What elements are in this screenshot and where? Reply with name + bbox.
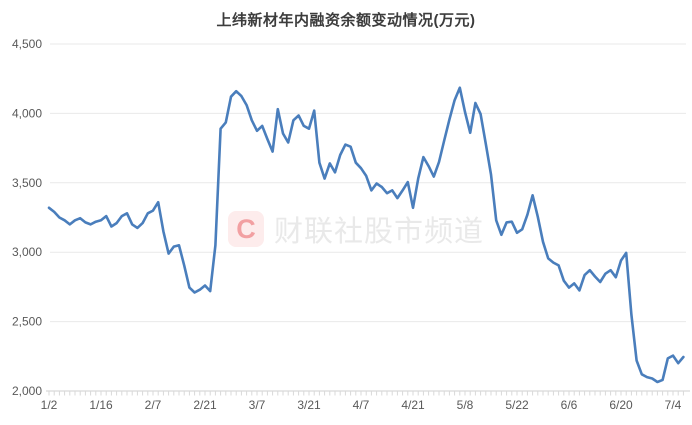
- y-axis-label: 4,500: [12, 37, 42, 51]
- chart-title: 上纬新材年内融资余额变动情况(万元): [216, 12, 476, 29]
- x-axis-label: 5/8: [457, 398, 474, 412]
- x-axis-label: 6/6: [561, 398, 578, 412]
- x-axis-label: 4/7: [353, 398, 370, 412]
- y-axis-label: 3,000: [12, 245, 42, 259]
- x-axis-label: 6/20: [609, 398, 633, 412]
- x-axis-label: 5/22: [505, 398, 529, 412]
- x-axis-label: 2/21: [193, 398, 217, 412]
- x-axis-label: 2/7: [145, 398, 162, 412]
- x-axis-label: 1/2: [41, 398, 58, 412]
- x-axis-label: 3/21: [297, 398, 321, 412]
- y-axis-label: 4,000: [12, 106, 42, 120]
- x-axis-label: 1/16: [89, 398, 113, 412]
- x-axis-label: 4/21: [401, 398, 425, 412]
- y-axis-label: 2,000: [12, 384, 42, 398]
- x-axis-label: 7/4: [665, 398, 682, 412]
- x-axis-label: 3/7: [249, 398, 266, 412]
- y-axis-label: 2,500: [12, 315, 42, 329]
- y-axis-label: 3,500: [12, 176, 42, 190]
- data-line: [47, 86, 685, 384]
